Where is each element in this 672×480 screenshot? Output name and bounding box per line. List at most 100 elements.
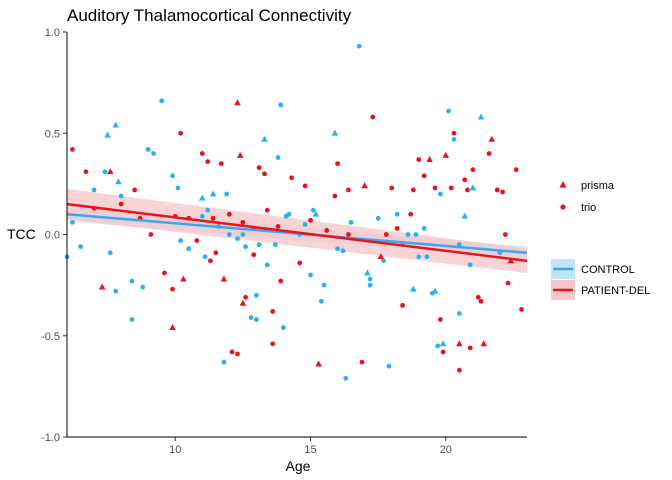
y-tick-label: -0.5 [41, 331, 60, 343]
data-point-circle [240, 232, 246, 237]
legend-circle-icon [560, 204, 566, 210]
data-point-triangle [115, 178, 122, 185]
legend-label-trio: trio [581, 202, 596, 214]
data-point-circle [494, 187, 500, 193]
data-point-circle [456, 311, 462, 316]
data-point-circle [162, 270, 167, 276]
data-point-circle [335, 161, 340, 167]
data-point-circle [70, 147, 75, 152]
data-point-circle [289, 175, 294, 181]
data-point-circle [272, 242, 278, 248]
data-point-triangle [169, 324, 176, 331]
data-point-circle [367, 276, 373, 282]
data-point-circle [475, 294, 481, 300]
data-point-circle [235, 351, 240, 357]
data-point-circle [324, 228, 330, 233]
data-point-circle [340, 248, 346, 254]
data-point-circle [375, 215, 381, 221]
data-point-triangle [234, 99, 241, 106]
data-point-circle [91, 187, 97, 193]
data-point-circle [118, 193, 124, 199]
x-tick-label: 10 [169, 444, 181, 456]
data-point-triangle [209, 190, 217, 197]
data-point-circle [513, 167, 519, 173]
data-point-triangle [361, 182, 368, 189]
patient-confidence-band [67, 188, 527, 273]
y-axis-ticks: -1.0 -0.5 0.0 0.5 1.0 [41, 27, 67, 444]
data-point-circle [394, 226, 400, 231]
data-point-circle [438, 191, 443, 197]
data-point-circle [218, 161, 224, 167]
data-point-circle [297, 260, 303, 266]
data-point-triangle [106, 168, 114, 175]
data-point-circle [410, 187, 416, 193]
data-point-triangle [410, 285, 417, 292]
legend-triangle-icon [559, 181, 567, 188]
data-point-circle [251, 252, 257, 258]
data-point-circle [270, 341, 276, 347]
data-point-circle [470, 167, 476, 173]
data-point-triangle [507, 257, 515, 264]
data-point-circle [262, 171, 267, 177]
data-point-circle [256, 165, 262, 171]
data-point-circle [383, 232, 389, 237]
data-point-circle [451, 136, 457, 142]
data-point-circle [302, 221, 308, 227]
data-point-circle [224, 191, 230, 197]
data-point-circle [400, 302, 405, 308]
data-point-circle [440, 349, 446, 355]
data-point-circle [424, 254, 430, 260]
data-point-circle [486, 151, 492, 156]
data-point-circle [416, 254, 422, 260]
data-point-triangle [426, 155, 433, 162]
data-point-circle [254, 292, 259, 298]
chart-title: Auditory Thalamocortical Connectivity [67, 6, 352, 25]
data-point-triangle [112, 121, 120, 128]
data-point-circle [448, 185, 454, 191]
data-point-circle [159, 98, 165, 104]
data-point-triangle [331, 129, 339, 136]
data-point-triangle [469, 184, 477, 191]
data-point-triangle [198, 194, 206, 201]
data-point-triangle [377, 253, 385, 260]
data-point-circle [381, 258, 386, 264]
data-point-circle [83, 169, 89, 175]
data-point-circle [386, 363, 392, 369]
data-point-circle [226, 232, 232, 237]
data-point-circle [235, 236, 240, 241]
data-point-circle [170, 173, 175, 179]
data-point-circle [278, 102, 284, 108]
data-point-circle [213, 250, 219, 256]
data-point-circle [502, 232, 508, 237]
data-point-circle [467, 345, 473, 351]
data-point-circle [308, 272, 313, 278]
data-point-circle [210, 215, 216, 221]
x-axis-ticks: 10 15 20 [169, 437, 452, 456]
patient-fit-line [66, 202, 528, 263]
data-point-circle [389, 185, 395, 191]
data-point-circle [70, 219, 75, 225]
data-point-circle [500, 189, 506, 195]
data-point-circle [248, 315, 254, 320]
data-point-circle [205, 159, 211, 165]
y-tick-label: 1.0 [45, 27, 60, 39]
data-point-circle [199, 213, 205, 219]
data-point-circle [175, 185, 181, 191]
y-tick-label: -1.0 [41, 432, 60, 444]
data-point-circle [343, 375, 349, 381]
data-point-circle [270, 309, 276, 314]
data-point-circle [438, 317, 443, 322]
x-axis-label: Age [286, 458, 311, 474]
data-point-circle [178, 130, 184, 136]
data-point-circle [405, 232, 411, 237]
data-point-circle [356, 43, 362, 49]
data-point-circle [367, 282, 373, 288]
data-point-triangle [461, 212, 469, 219]
data-point-circle [519, 307, 524, 312]
data-point-circle [78, 244, 83, 250]
data-point-circle [451, 130, 457, 136]
data-point-circle [465, 187, 470, 193]
shape-legend: prisma trio [559, 180, 615, 214]
data-point-circle [275, 155, 281, 160]
